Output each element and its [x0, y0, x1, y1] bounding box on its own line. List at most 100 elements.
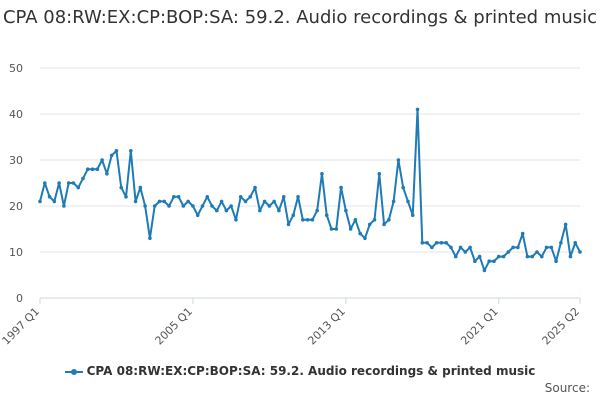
- data-point: [344, 208, 348, 213]
- data-point: [477, 254, 482, 259]
- data-point: [320, 172, 324, 176]
- data-point: [95, 167, 100, 171]
- data-point: [181, 204, 186, 208]
- data-point: [487, 259, 492, 264]
- data-point: [57, 181, 61, 185]
- data-point: [248, 195, 253, 199]
- data-point: [133, 199, 138, 204]
- data-point: [554, 259, 558, 264]
- series-layer: [38, 107, 582, 273]
- data-point: [81, 176, 85, 181]
- x-tick-label: 2013 Q1: [305, 305, 348, 348]
- data-point: [501, 254, 506, 259]
- data-point: [162, 199, 167, 204]
- data-point: [439, 241, 444, 245]
- data-point: [492, 259, 496, 264]
- data-point: [339, 185, 343, 190]
- data-point: [272, 199, 276, 204]
- data-point: [229, 204, 233, 208]
- data-point: [444, 241, 448, 245]
- source-label: Source:: [544, 381, 590, 395]
- data-point: [434, 241, 439, 245]
- data-point: [482, 268, 487, 273]
- data-point: [535, 250, 539, 254]
- data-point: [172, 195, 176, 199]
- data-point: [186, 199, 190, 204]
- data-point: [224, 208, 229, 213]
- data-point: [387, 218, 391, 222]
- y-tick-label: 20: [9, 200, 23, 213]
- data-point: [506, 250, 511, 254]
- data-point: [281, 195, 286, 199]
- data-point: [301, 218, 305, 222]
- data-point: [372, 218, 377, 222]
- x-tick-label: 2021 Q1: [458, 305, 501, 348]
- data-point: [334, 227, 339, 231]
- data-point: [258, 208, 262, 213]
- data-point: [453, 254, 458, 259]
- data-point: [85, 167, 90, 171]
- data-point: [539, 254, 544, 259]
- data-point: [267, 204, 272, 208]
- data-point: [195, 213, 200, 217]
- data-point: [42, 181, 47, 185]
- data-point: [549, 245, 554, 250]
- y-tick-label: 30: [9, 154, 23, 167]
- data-point: [124, 195, 128, 199]
- data-point: [473, 259, 477, 264]
- data-point: [262, 199, 267, 204]
- data-point: [544, 245, 549, 250]
- y-tick-label: 10: [9, 246, 23, 259]
- data-point: [66, 181, 71, 185]
- data-point: [47, 195, 52, 199]
- data-point: [191, 204, 195, 208]
- data-point: [525, 254, 530, 259]
- data-point: [396, 158, 401, 162]
- data-point: [109, 153, 114, 158]
- data-point: [353, 218, 358, 222]
- y-tick-label: 40: [9, 108, 23, 121]
- data-point: [415, 107, 420, 112]
- data-point: [100, 158, 104, 162]
- data-point: [277, 208, 281, 213]
- data-point: [406, 199, 410, 204]
- legend-swatch-icon: [64, 368, 83, 375]
- data-point: [391, 199, 396, 204]
- data-point: [210, 204, 214, 208]
- data-point: [62, 204, 66, 208]
- x-tick-label: 2025 Q2: [540, 305, 583, 348]
- data-point: [310, 218, 315, 222]
- data-point: [305, 218, 310, 222]
- data-point: [516, 245, 520, 250]
- gridlines: [40, 67, 580, 253]
- data-point: [377, 172, 382, 176]
- data-point: [176, 195, 181, 199]
- data-point: [430, 245, 434, 250]
- data-point: [463, 250, 468, 254]
- x-tick-label: 1997 Q1: [0, 305, 42, 348]
- data-point: [468, 245, 472, 250]
- data-point: [401, 185, 405, 190]
- data-point: [511, 245, 515, 250]
- data-point: [358, 231, 362, 236]
- data-point: [219, 199, 224, 204]
- data-point: [167, 204, 171, 208]
- data-point: [38, 199, 42, 204]
- data-point: [119, 185, 124, 190]
- legend[interactable]: CPA 08:RW:EX:CP:BOP:SA: 59.2. Audio reco…: [0, 364, 600, 378]
- data-point: [76, 185, 81, 190]
- data-point: [382, 222, 386, 227]
- data-point: [205, 195, 210, 199]
- data-point: [52, 199, 57, 204]
- data-point: [363, 236, 367, 240]
- data-point: [458, 245, 463, 250]
- data-point: [324, 213, 329, 217]
- x-tick-label: 2005 Q1: [153, 305, 196, 348]
- data-point: [215, 208, 219, 213]
- chart-title: CPA 08:RW:EX:CP:BOP:SA: 59.2. Audio reco…: [2, 7, 598, 28]
- data-point: [563, 222, 568, 227]
- data-point: [152, 204, 157, 208]
- data-point: [114, 149, 119, 153]
- series-line: [39, 108, 581, 272]
